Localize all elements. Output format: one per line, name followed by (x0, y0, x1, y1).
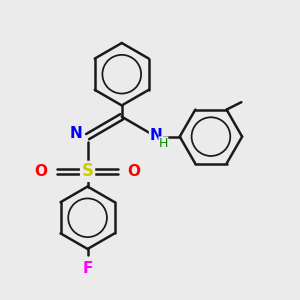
Text: F: F (82, 261, 93, 276)
Text: O: O (128, 164, 141, 179)
Text: H: H (159, 137, 168, 150)
Text: O: O (34, 164, 47, 179)
Text: S: S (82, 162, 94, 180)
Text: N: N (150, 128, 162, 142)
Text: N: N (70, 126, 82, 141)
